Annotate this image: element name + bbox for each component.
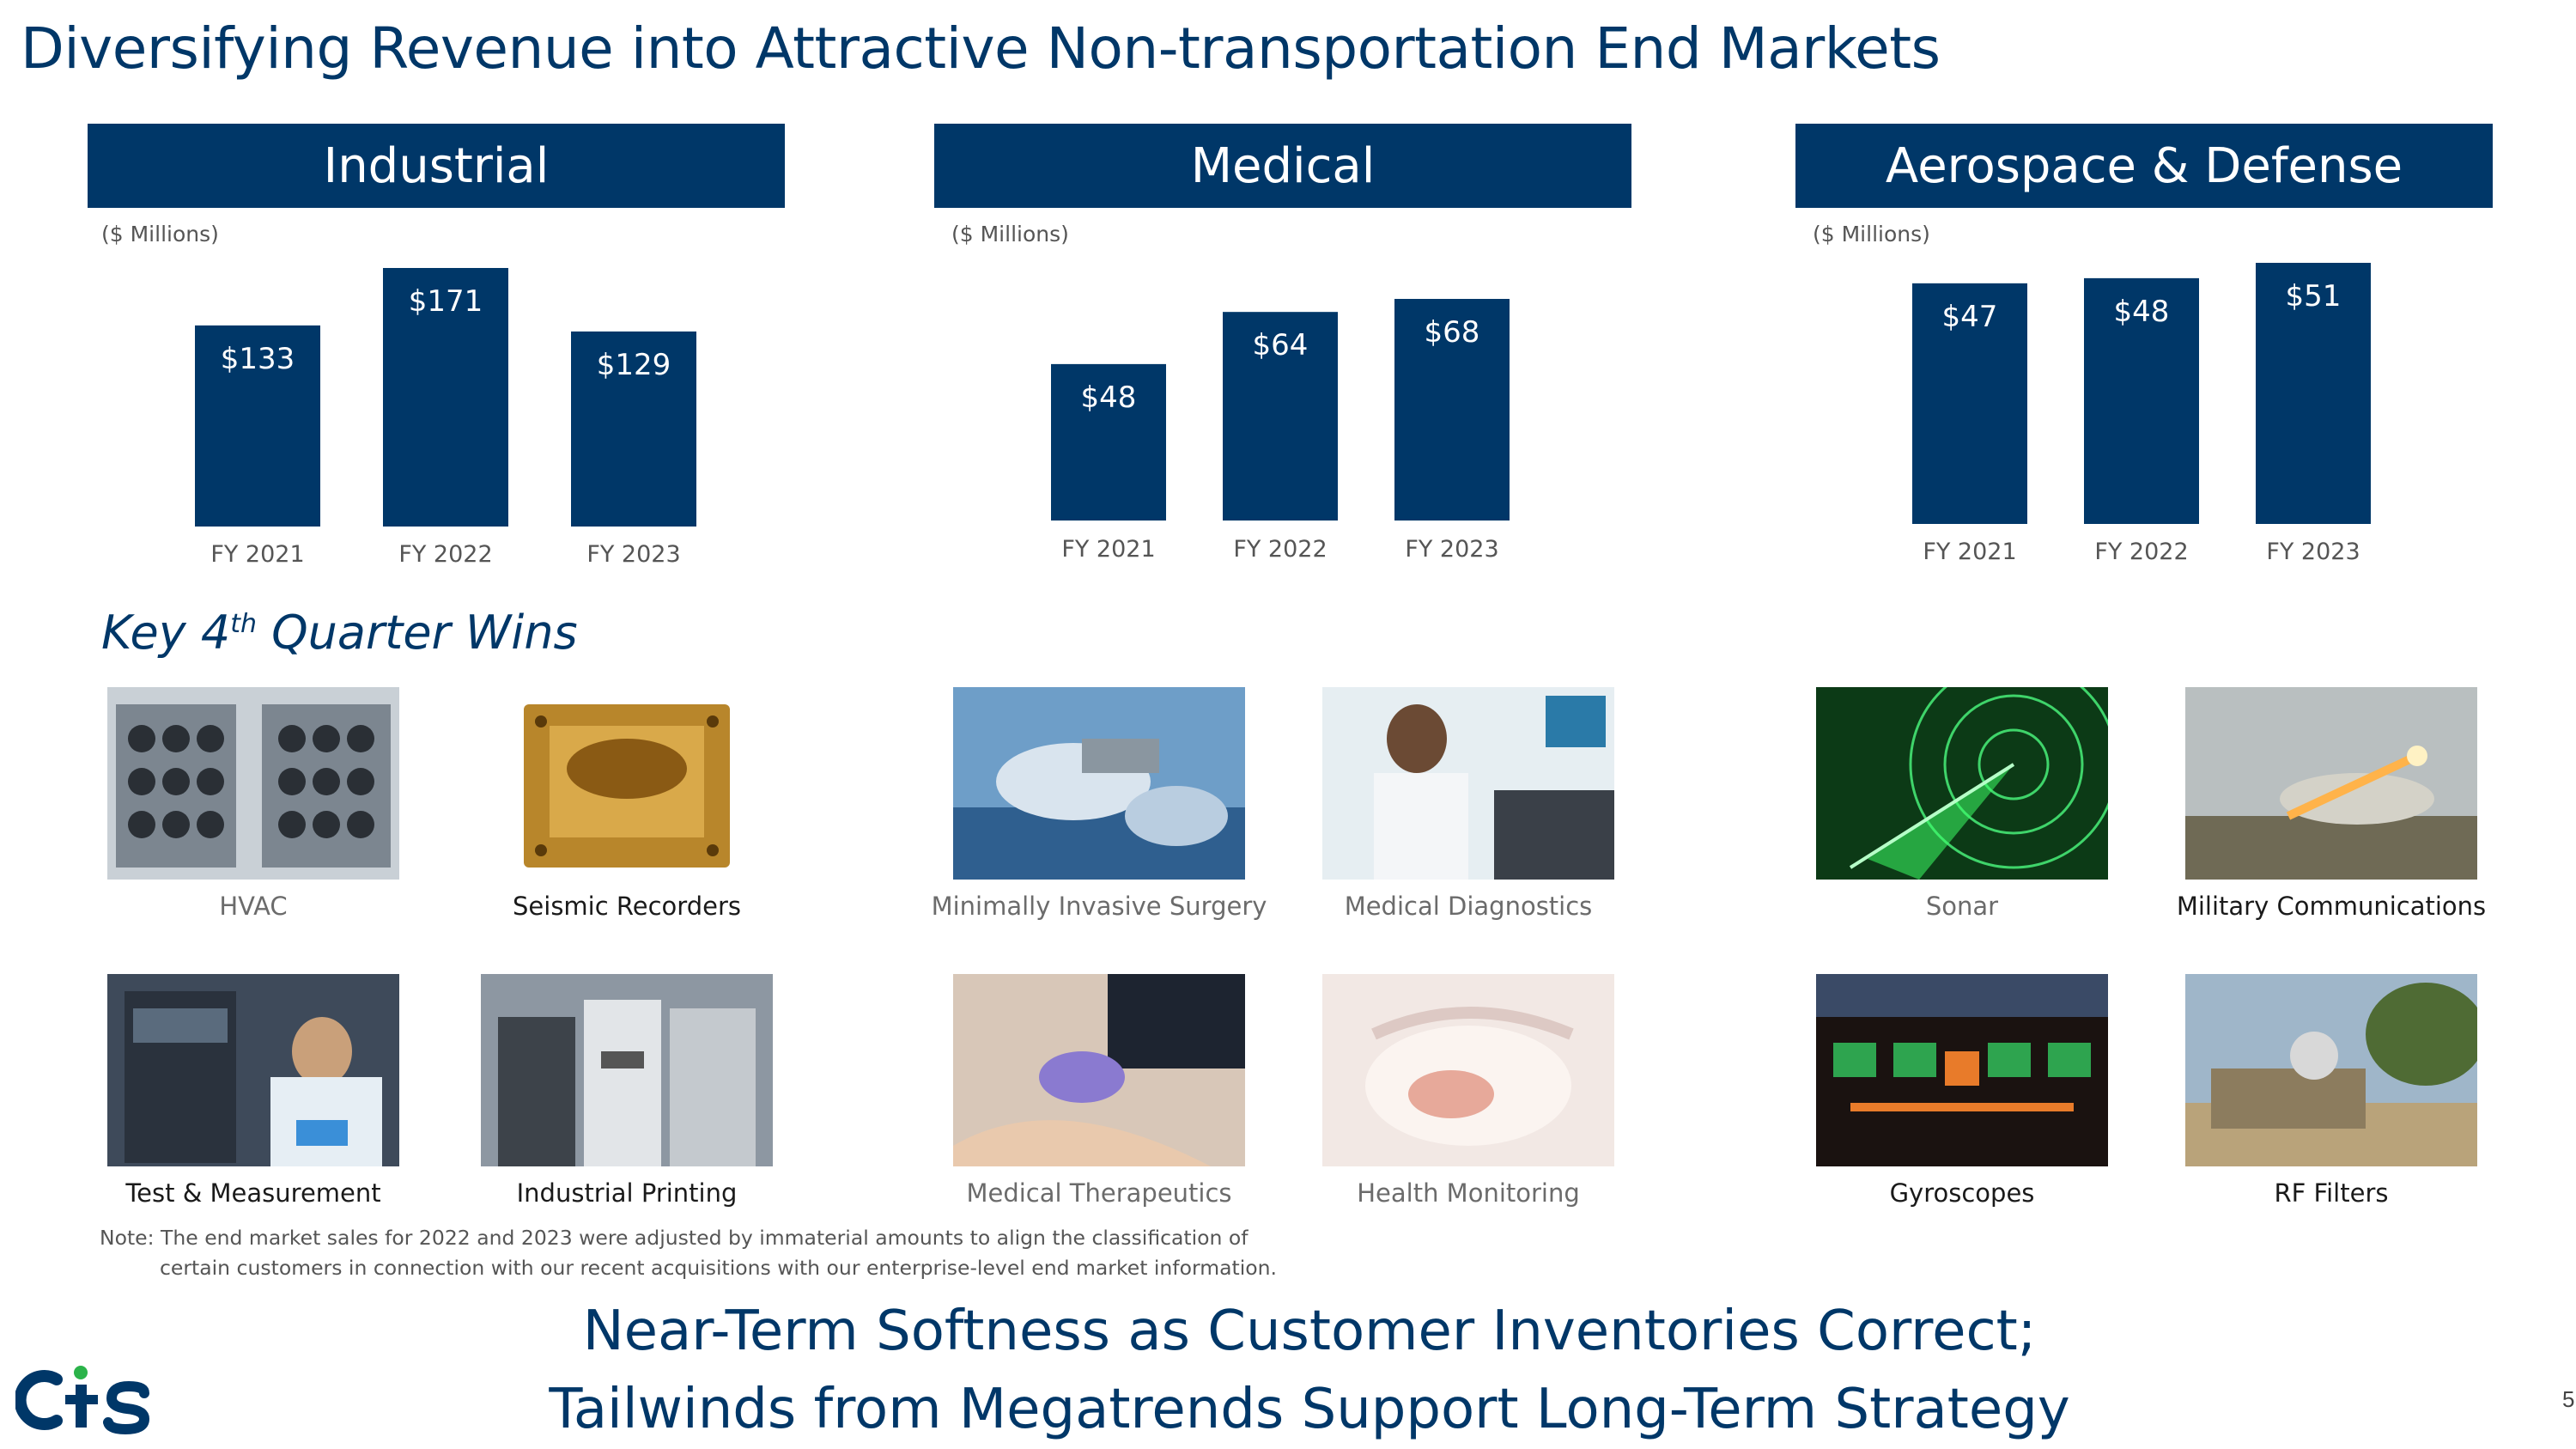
ultrasound-image [953,974,1245,1166]
medical-header: Medical [934,124,1631,208]
win-military-communications: Military Communications [2147,687,2516,924]
win-minimally-invasive-surgery: Minimally Invasive Surgery [914,687,1284,924]
field-antenna-image [2185,974,2477,1166]
win-label: Minimally Invasive Surgery [931,892,1267,921]
x-tick-label: FY 2023 [2266,539,2360,565]
bar-value-label: $47 [1942,300,1998,334]
seismic-recorder-image [481,687,773,880]
x-tick-label: FY 2021 [1061,536,1155,563]
bar-fy-2021 [1912,283,2027,524]
bar-value-label: $48 [2114,295,2170,329]
bar-value-label: $48 [1081,381,1137,415]
industrial-bar-chart: $133 FY 2021 $171 FY 2022 $129 FY 2023 [195,268,696,568]
industrial-header: Industrial [88,124,785,208]
win-industrial-printing: Industrial Printing [442,974,811,1211]
bar-value-label: $51 [2286,279,2342,314]
aerospace-units: ($ Millions) [1813,222,1930,247]
rocket-launch-image [2185,687,2477,880]
bar-value-label: $68 [1425,315,1480,350]
bar-fy-2023 [1394,299,1510,521]
win-label: Sonar [1925,892,1999,921]
win-label: Industrial Printing [516,1178,738,1208]
win-medical-diagnostics: Medical Diagnostics [1284,687,1653,924]
win-label: Medical Therapeutics [966,1178,1232,1208]
bar-fy-2021 [195,325,320,527]
win-label: Health Monitoring [1357,1178,1580,1208]
win-health-monitoring: Health Monitoring [1284,974,1653,1211]
bar-fy-2022 [2084,277,2199,524]
cts-logo [14,1366,161,1439]
win-label: Medical Diagnostics [1344,892,1593,921]
win-label: Military Communications [2176,892,2487,921]
x-tick-label: FY 2021 [210,541,304,568]
win-label: Gyroscopes [1889,1178,2035,1208]
tagline: Near-Term Softness as Customer Inventori… [549,1300,2070,1441]
aerospace-defense-header: Aerospace & Defense [1795,124,2493,208]
industrial-units: ($ Millions) [101,222,219,247]
bar-fy-2023 [2256,263,2371,524]
bar-fy-2022 [1223,312,1338,521]
bar-value-label: $133 [221,342,295,376]
win-label: Seismic Recorders [513,892,741,921]
key-wins-title: Key 4th Quarter Wins [101,606,578,660]
win-sonar: Sonar [1777,687,2147,924]
win-label: RF Filters [2274,1178,2389,1208]
lab-image [107,974,399,1166]
bar-fy-2023 [571,331,696,527]
medical-units: ($ Millions) [951,222,1069,247]
page-number: 5 [2562,1386,2575,1412]
win-seismic-recorders: Seismic Recorders [442,687,811,924]
medical-bar-chart: $48 FY 2021 $64 FY 2022 $68 FY 2023 [1051,299,1510,563]
surgery-image [953,687,1245,880]
win-medical-therapeutics: Medical Therapeutics [914,974,1284,1211]
bar-value-label: $64 [1253,328,1309,362]
x-tick-label: FY 2022 [398,541,492,568]
hvac-image [107,687,399,880]
footnote: Note: The end market sales for 2022 and … [100,1226,1277,1280]
x-tick-label: FY 2021 [1923,539,2016,565]
bar-fy-2022 [383,268,508,527]
win-rf-filters: RF Filters [2147,974,2516,1211]
win-gyroscopes: Gyroscopes [1777,974,2147,1211]
bar-value-label: $171 [409,284,483,319]
aerospace-defense-bar-chart: $47 FY 2021 $48 FY 2022 $51 FY 2023 [1912,263,2371,565]
cockpit-image [1816,974,2108,1166]
bar-fy-2021 [1051,363,1166,521]
win-label: Test & Measurement [125,1178,381,1208]
win-hvac: HVAC [69,687,438,924]
x-tick-label: FY 2023 [586,541,680,568]
win-test-measurement: Test & Measurement [69,974,438,1211]
sonar-image [1816,687,2108,880]
x-tick-label: FY 2022 [1233,536,1327,563]
x-tick-label: FY 2023 [1405,536,1498,563]
printing-press-image [481,974,773,1166]
diagnostics-image [1322,687,1614,880]
x-tick-label: FY 2022 [2094,539,2188,565]
win-label: HVAC [219,892,288,921]
page-title: Diversifying Revenue into Attractive Non… [21,15,1941,82]
incubator-image [1322,974,1614,1166]
bar-value-label: $129 [597,348,671,382]
